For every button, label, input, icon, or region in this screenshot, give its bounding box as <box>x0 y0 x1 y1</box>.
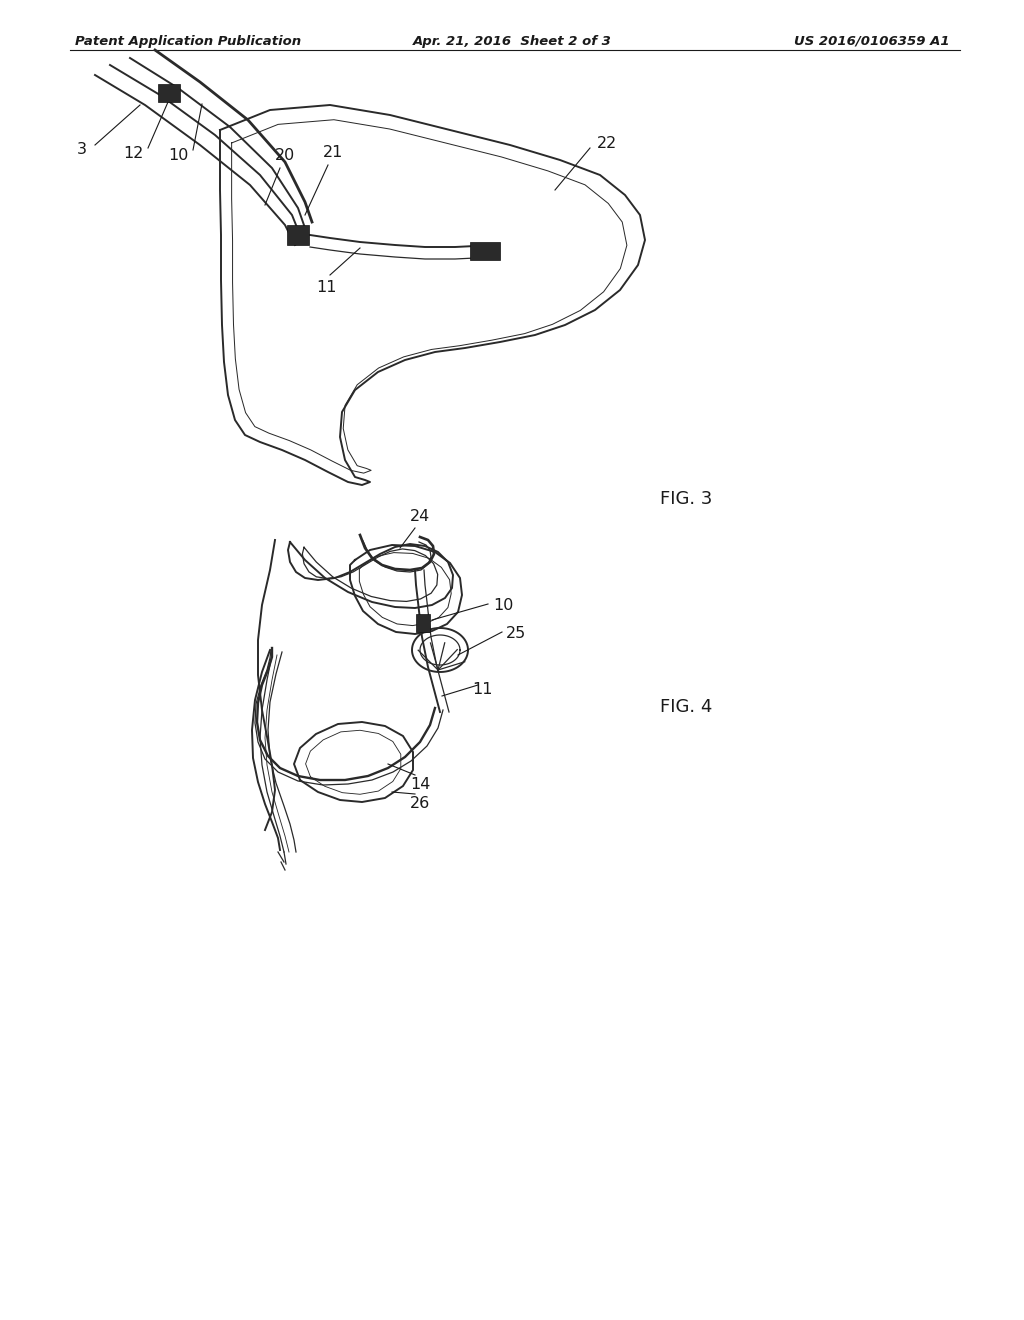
Text: US 2016/0106359 A1: US 2016/0106359 A1 <box>795 36 950 48</box>
Text: 24: 24 <box>410 510 430 524</box>
Text: 21: 21 <box>323 145 343 160</box>
Text: 14: 14 <box>410 777 430 792</box>
Text: Patent Application Publication: Patent Application Publication <box>75 36 301 48</box>
FancyBboxPatch shape <box>287 224 309 246</box>
Text: 3: 3 <box>77 143 87 157</box>
Text: 10: 10 <box>168 148 188 162</box>
Text: 11: 11 <box>316 280 337 294</box>
Text: FIG. 3: FIG. 3 <box>660 490 713 508</box>
Text: 10: 10 <box>493 598 513 614</box>
FancyBboxPatch shape <box>158 84 180 102</box>
Text: FIG. 4: FIG. 4 <box>660 698 713 715</box>
Text: 22: 22 <box>597 136 617 150</box>
Text: 11: 11 <box>472 682 493 697</box>
Text: Apr. 21, 2016  Sheet 2 of 3: Apr. 21, 2016 Sheet 2 of 3 <box>413 36 611 48</box>
Text: 26: 26 <box>410 796 430 810</box>
FancyBboxPatch shape <box>416 614 430 632</box>
Text: 12: 12 <box>123 145 143 161</box>
Text: 20: 20 <box>274 148 295 162</box>
FancyBboxPatch shape <box>470 242 500 260</box>
Text: 25: 25 <box>506 627 526 642</box>
